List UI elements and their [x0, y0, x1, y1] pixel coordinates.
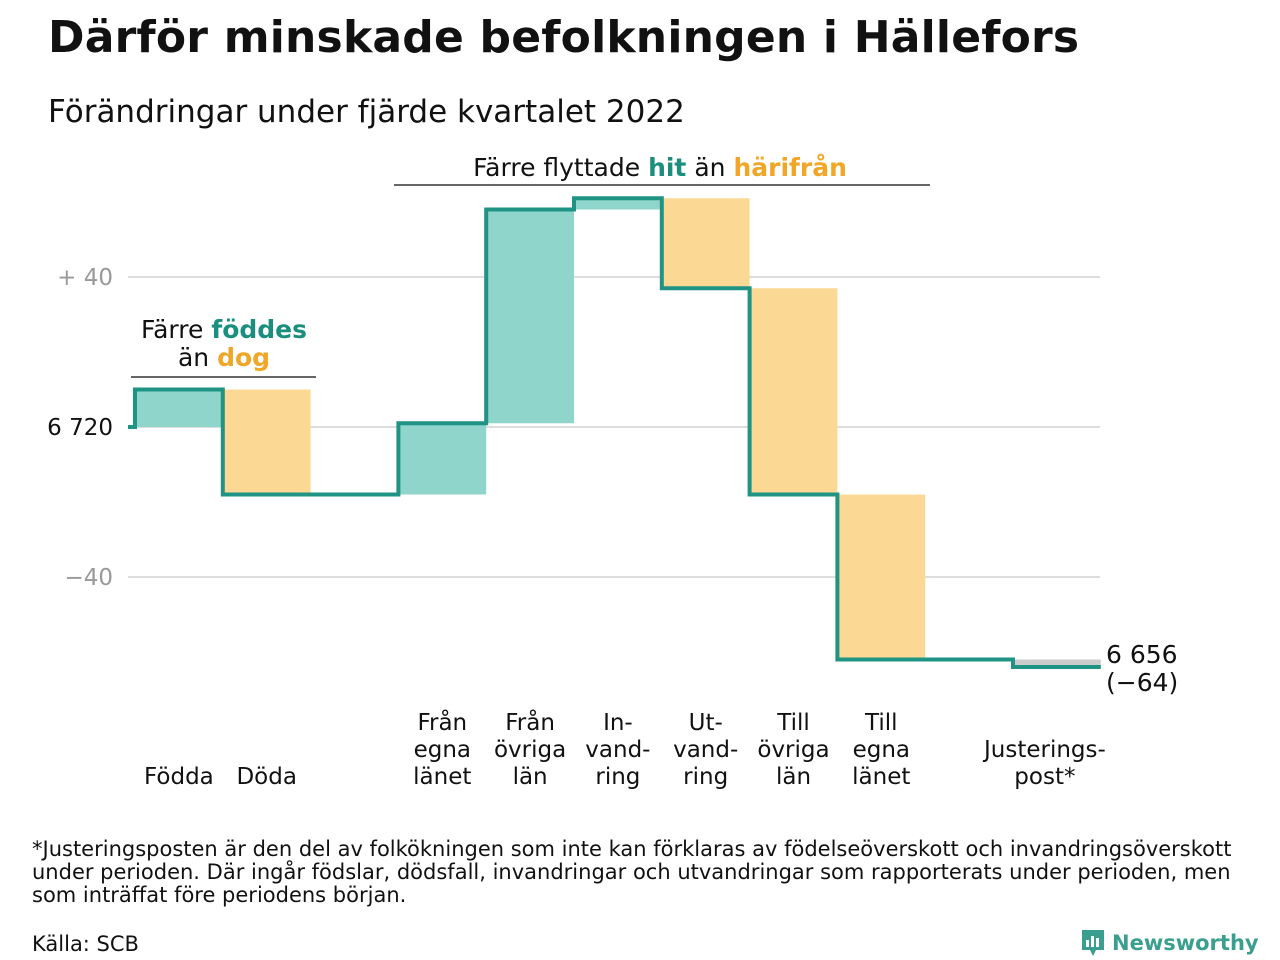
category-label: vand-	[673, 737, 738, 763]
category-label: Justerings-	[982, 737, 1106, 763]
category-label: länet	[413, 764, 471, 790]
newsworthy-logo-icon	[1082, 930, 1104, 956]
annotation-text: än	[178, 343, 217, 372]
category-label: Döda	[236, 764, 296, 790]
category-label: ring	[595, 764, 640, 790]
source-label: Källa: SCB	[32, 932, 139, 956]
end-labels: 6 656(−64)	[1106, 640, 1178, 697]
end-change-label: (−64)	[1106, 668, 1178, 697]
category-label: Från	[505, 708, 555, 736]
category-label: In-	[603, 710, 633, 736]
chart-subtitle: Förändringar under fjärde kvartalet 2022	[48, 94, 685, 130]
annotation-text: än	[686, 153, 733, 182]
bar	[486, 209, 574, 424]
y-tick-label: + 40	[57, 265, 113, 291]
annotation-highlight-died: dog	[217, 343, 270, 372]
chart-title: Därför minskade befolkningen i Hällefors	[48, 12, 1080, 63]
bars	[135, 198, 1101, 667]
end-value-label: 6 656	[1106, 640, 1178, 669]
category-label: Till	[776, 710, 810, 736]
category-label: län	[776, 764, 811, 790]
bar	[661, 198, 750, 289]
category-label: Födda	[144, 764, 214, 790]
category-label: Till	[864, 710, 898, 736]
category-label: övriga	[757, 737, 829, 763]
annotation-highlight-here: hit	[648, 153, 686, 182]
brand-logo[interactable]: Newsworthy	[1080, 928, 1259, 958]
annotation-text: Färre	[141, 315, 211, 344]
bar	[749, 288, 838, 495]
annotation-text: Färre flyttade	[473, 153, 648, 182]
category-label: övriga	[494, 737, 566, 763]
category-label: vand-	[585, 737, 650, 763]
category-label: län	[513, 764, 548, 790]
category-label: post*	[1014, 764, 1075, 790]
bar	[574, 198, 662, 210]
annotation-births-deaths-line2: än dog	[178, 343, 270, 372]
category-label: egna	[853, 737, 910, 763]
bar	[398, 423, 487, 495]
y-tick-label: −40	[64, 565, 113, 591]
annotation-migration: Färre flyttade hit än härifrån	[473, 153, 847, 182]
annotation-highlight-born: föddes	[211, 315, 307, 344]
category-labels: Födda DödaFrånegnalänetFrånövrigalänIn-va…	[144, 708, 1106, 790]
cumulative-step-line	[128, 196, 1101, 669]
footnote: *Justeringsposten är den del av folkökni…	[32, 837, 1232, 907]
bar	[135, 389, 223, 427]
annotation-highlight-away: härifrån	[733, 153, 846, 182]
y-axis-ticks: + 40 6 720 −40	[47, 265, 113, 591]
annotation-births-deaths-line1: Färre föddes	[141, 315, 307, 344]
y-tick-label: 6 720	[47, 415, 113, 441]
category-label: Ut-	[689, 710, 723, 736]
category-label: länet	[852, 764, 910, 790]
category-label: Från	[417, 708, 467, 736]
bar	[222, 389, 311, 495]
brand-name: Newsworthy	[1112, 931, 1259, 955]
bar	[1013, 659, 1101, 667]
bar	[837, 494, 926, 660]
category-label: ring	[683, 764, 728, 790]
category-label: egna	[414, 737, 471, 763]
